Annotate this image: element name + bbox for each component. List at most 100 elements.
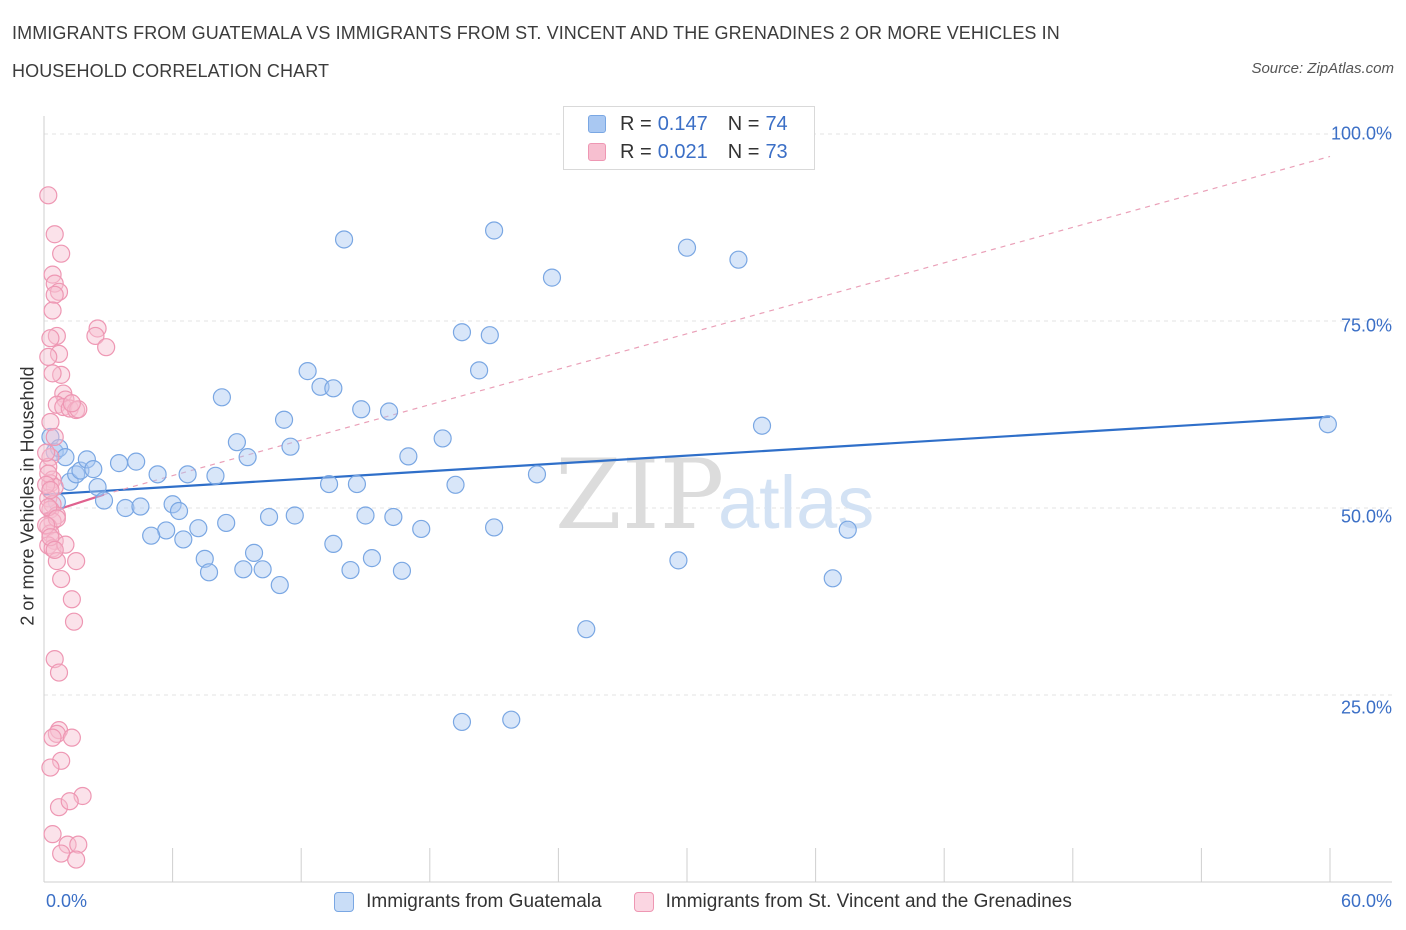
data-point-guatemala — [189, 519, 208, 538]
n-value: 73 — [765, 140, 788, 163]
data-point-guatemala — [142, 526, 161, 545]
data-point-guatemala — [356, 506, 375, 525]
chart-title: IMMIGRANTS FROM GUATEMALA VS IMMIGRANTS … — [12, 23, 1060, 81]
data-point-guatemala — [227, 433, 246, 452]
r-value: 0.021 — [657, 140, 708, 163]
data-point-guatemala — [412, 519, 431, 539]
data-point-guatemala — [199, 563, 219, 582]
stats-row-stvincent: R = 0.021 N = 73 — [588, 140, 808, 164]
data-points — [37, 186, 1337, 869]
data-point-guatemala — [285, 506, 304, 525]
trend-extension-stvincent — [103, 155, 1331, 496]
data-point-guatemala — [148, 465, 167, 484]
y-axis-title: 2 or more Vehicles in Household — [17, 366, 38, 626]
data-point-stvincent — [41, 329, 60, 348]
legend-item-stvincent: Immigrants from St. Vincent and the Gren… — [633, 891, 1072, 913]
data-point-stvincent — [41, 412, 60, 432]
data-point-guatemala — [127, 452, 146, 471]
data-point-guatemala — [384, 507, 403, 527]
axes — [43, 116, 1392, 883]
data-point-guatemala — [485, 221, 504, 240]
data-point-guatemala — [116, 498, 135, 518]
data-point-guatemala — [392, 561, 412, 580]
data-point-stvincent — [47, 509, 66, 528]
data-point-guatemala — [259, 507, 279, 527]
data-point-guatemala — [195, 549, 214, 568]
data-point-guatemala — [341, 560, 360, 580]
data-point-guatemala — [399, 447, 418, 466]
data-point-guatemala — [379, 402, 399, 421]
data-point-stvincent — [39, 347, 58, 367]
legend-swatch-guatemala — [334, 892, 355, 912]
data-point-guatemala — [480, 326, 499, 345]
stats-legend: R = 0.147 N = 74 R = 0.021 N = 73 — [563, 106, 815, 170]
data-point-guatemala — [238, 448, 257, 467]
data-point-stvincent — [47, 552, 66, 571]
data-point-stvincent — [37, 443, 56, 462]
data-point-guatemala — [838, 520, 857, 539]
data-point-guatemala — [362, 549, 382, 568]
data-point-guatemala — [669, 551, 688, 570]
data-point-stvincent — [62, 590, 81, 609]
data-point-guatemala — [253, 560, 272, 579]
legend-label-guatemala: Immigrants from Guatemala — [366, 891, 602, 912]
data-point-guatemala — [163, 495, 182, 514]
data-point-guatemala — [274, 410, 294, 429]
data-point-stvincent — [52, 751, 71, 770]
data-point-stvincent — [41, 480, 60, 500]
data-point-guatemala — [217, 513, 236, 533]
n-label: N = — [727, 112, 760, 135]
watermark-atlas: atlas — [718, 461, 874, 544]
data-point-guatemala — [452, 712, 472, 732]
data-point-stvincent — [58, 835, 77, 854]
data-point-stvincent — [69, 835, 88, 854]
data-point-stvincent — [56, 535, 75, 554]
data-point-guatemala — [446, 475, 465, 494]
y-tick-label-75: 75.0% — [1340, 315, 1392, 336]
data-point-guatemala — [1318, 415, 1337, 434]
data-point-stvincent — [60, 792, 79, 811]
data-point-guatemala — [485, 518, 504, 537]
data-point-guatemala — [244, 543, 264, 562]
data-point-stvincent — [62, 728, 81, 747]
data-point-guatemala — [752, 416, 772, 435]
data-point-guatemala — [169, 501, 189, 521]
swatch-guatemala — [588, 115, 606, 133]
data-point-guatemala — [56, 448, 75, 467]
data-point-stvincent — [49, 344, 69, 364]
n-value: 74 — [765, 112, 788, 135]
data-point-guatemala — [324, 379, 343, 398]
data-point-guatemala — [94, 491, 114, 510]
data-point-stvincent — [97, 338, 116, 357]
data-point-guatemala — [433, 429, 452, 448]
data-point-stvincent — [49, 663, 69, 682]
legend-item-guatemala: Immigrants from Guatemala — [334, 891, 602, 913]
data-point-guatemala — [131, 497, 150, 516]
trend-line-guatemala — [43, 415, 1331, 496]
data-point-guatemala — [234, 560, 253, 579]
data-point-stvincent — [67, 850, 86, 869]
data-point-guatemala — [334, 230, 354, 249]
data-point-stvincent — [86, 326, 105, 346]
series-legend: Immigrants from Guatemala Immigrants fro… — [0, 888, 1406, 916]
data-point-stvincent — [88, 319, 107, 338]
data-point-guatemala — [206, 466, 225, 485]
r-label: R = — [620, 140, 652, 163]
data-point-guatemala — [527, 465, 547, 484]
data-point-stvincent — [52, 569, 71, 589]
data-point-stvincent — [45, 649, 64, 669]
data-point-guatemala — [823, 569, 842, 588]
x-tick-label-min: 0.0% — [46, 891, 88, 911]
data-point-stvincent — [64, 612, 84, 631]
data-point-guatemala — [542, 268, 562, 287]
n-label: N = — [727, 140, 760, 163]
data-point-guatemala — [174, 530, 193, 549]
data-point-guatemala — [577, 620, 596, 639]
x-tick-label-max: 60.0% — [1340, 891, 1392, 911]
data-point-stvincent — [43, 728, 62, 747]
data-point-guatemala — [347, 474, 367, 494]
data-point-stvincent — [43, 364, 62, 383]
data-point-guatemala — [178, 465, 197, 484]
data-point-stvincent — [45, 427, 64, 447]
